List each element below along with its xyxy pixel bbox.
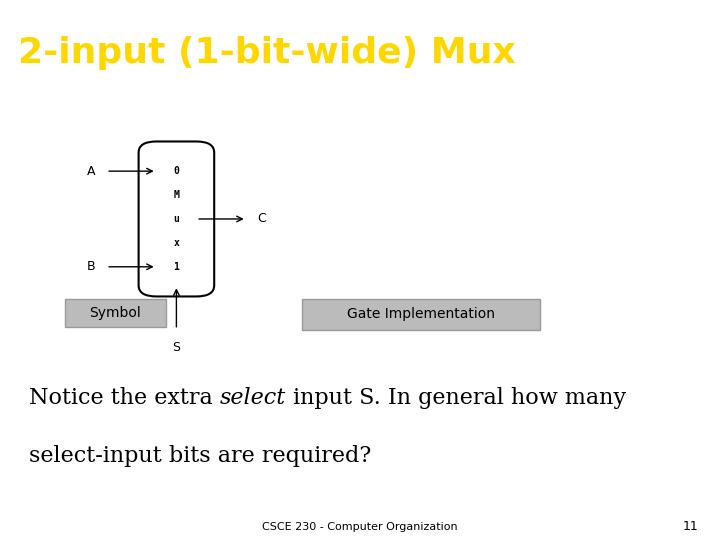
Text: 2-input (1-bit-wide) Mux: 2-input (1-bit-wide) Mux (18, 37, 516, 70)
FancyBboxPatch shape (302, 299, 540, 329)
Text: Notice the extra: Notice the extra (29, 387, 220, 409)
Text: Symbol: Symbol (89, 306, 141, 320)
Text: B: B (87, 260, 95, 273)
Text: x: x (174, 238, 179, 248)
Text: 1: 1 (174, 262, 179, 272)
Text: select-input bits are required?: select-input bits are required? (29, 445, 371, 467)
FancyBboxPatch shape (65, 299, 166, 327)
Text: u: u (174, 214, 179, 224)
Text: select: select (220, 387, 286, 409)
Text: S: S (172, 341, 181, 354)
Text: input S. In general how many: input S. In general how many (286, 387, 626, 409)
Text: C: C (258, 212, 266, 226)
Text: 11: 11 (683, 520, 698, 533)
Text: A: A (87, 165, 95, 178)
Text: Gate Implementation: Gate Implementation (347, 307, 495, 321)
Text: 0: 0 (174, 166, 179, 176)
FancyBboxPatch shape (138, 141, 215, 296)
Text: M: M (174, 190, 179, 200)
Text: CSCE 230 - Computer Organization: CSCE 230 - Computer Organization (262, 522, 458, 532)
